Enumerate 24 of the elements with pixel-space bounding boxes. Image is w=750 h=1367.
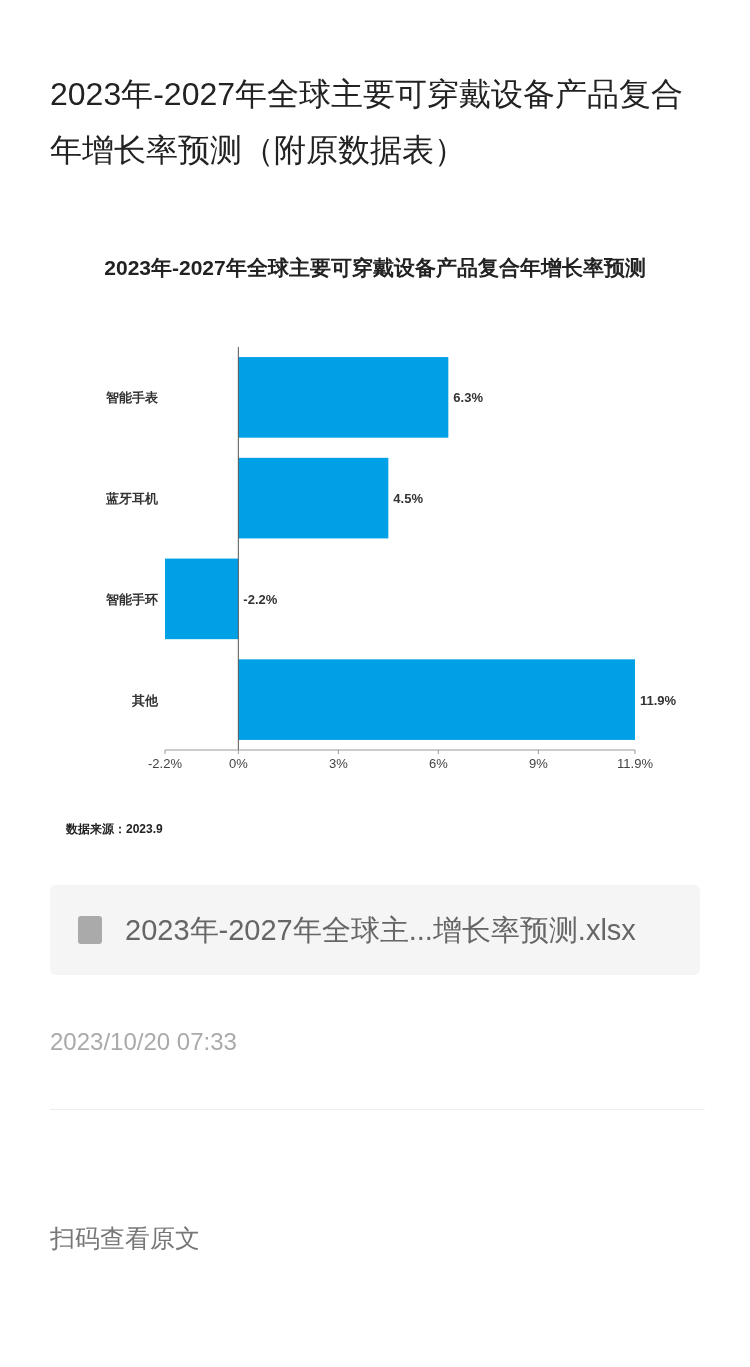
data-label: 6.3%	[453, 390, 484, 406]
y-tick-label: 蓝牙耳机	[105, 491, 158, 507]
chart-title: 2023年-2027年全球主要可穿戴设备产品复合年增长率预测（附原数据表）	[50, 75, 685, 170]
y-tick-label: 其他	[131, 692, 159, 708]
text: 扫码查看原文	[50, 1223, 200, 1254]
chart-subtitle: 2023年-2027年全球主要可穿戴设备产品复合年增长率预测	[104, 256, 646, 279]
y-tick-label: 智能手环	[105, 591, 158, 607]
text: 2023年-2027年全球主...增长率预测.xlsx	[125, 913, 636, 947]
data-label: 4.5%	[393, 491, 424, 507]
x-tick-label: 6%	[428, 756, 449, 771]
data-label: -2.2%	[243, 591, 278, 607]
bar	[238, 659, 635, 740]
bar	[238, 357, 449, 438]
text: 2023/10/20 07:33	[50, 1028, 237, 1056]
data-label: 11.9%	[640, 692, 677, 708]
source-note: 数据来源：2023.9	[65, 822, 164, 836]
x-tick-label: 9%	[528, 756, 549, 771]
x-tick-label: 0%	[228, 756, 249, 771]
x-tick-label: 11.9%	[617, 756, 654, 771]
bar	[238, 457, 389, 539]
bar	[165, 558, 239, 640]
y-tick-label: 智能手表	[105, 390, 159, 406]
x-tick-label: -2.2%	[148, 756, 183, 771]
x-tick-label: 3%	[328, 756, 349, 771]
